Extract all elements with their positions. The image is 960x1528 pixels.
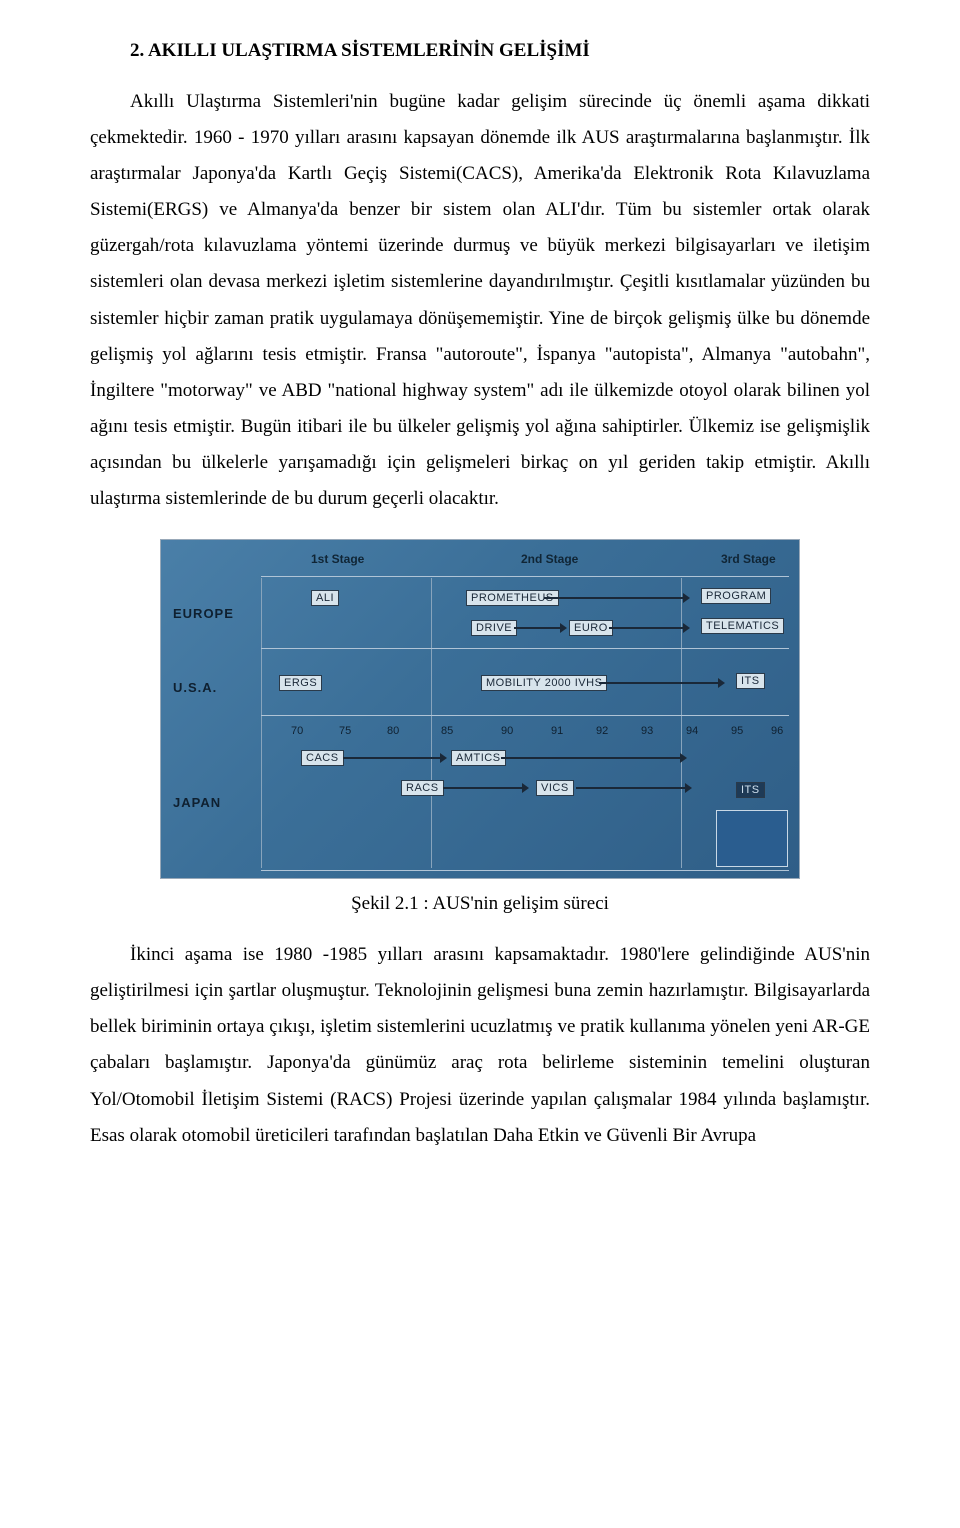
arrow-icon — [514, 627, 561, 629]
year-label: 90 — [501, 725, 513, 737]
arrow-icon — [544, 597, 684, 599]
arrow-icon — [443, 787, 523, 789]
section-heading: 2. AKILLI ULAŞTIRMA SİSTEMLERİNİN GELİŞİ… — [90, 40, 870, 62]
year-label: 91 — [551, 725, 563, 737]
divider-line — [261, 870, 789, 871]
box-ergs: ERGS — [279, 675, 322, 691]
year-label: 70 — [291, 725, 303, 737]
box-program: PROGRAM — [701, 588, 771, 604]
divider-line — [681, 578, 682, 868]
arrow-icon — [576, 787, 686, 789]
figure-container: 1st Stage 2nd Stage 3rd Stage EUROPE ALI… — [90, 539, 870, 879]
box-its: ITS — [736, 673, 765, 689]
year-label: 95 — [731, 725, 743, 737]
arrow-icon — [599, 682, 719, 684]
stage1-header: 1st Stage — [311, 552, 364, 566]
stage3-header: 3rd Stage — [721, 552, 776, 566]
box-its2: ITS — [736, 782, 765, 798]
year-label: 85 — [441, 725, 453, 737]
paragraph-2: İkinci aşama ise 1980 -1985 yılları aras… — [90, 937, 870, 1154]
figure-caption: Şekil 2.1 : AUS'nin gelişim süreci — [90, 893, 870, 915]
year-label: 92 — [596, 725, 608, 737]
figure-timeline-diagram: 1st Stage 2nd Stage 3rd Stage EUROPE ALI… — [160, 539, 800, 879]
year-label: 80 — [387, 725, 399, 737]
year-label: 93 — [641, 725, 653, 737]
year-label: 75 — [339, 725, 351, 737]
row-label-japan: JAPAN — [173, 795, 221, 810]
box-cacs: CACS — [301, 750, 344, 766]
row-label-europe: EUROPE — [173, 606, 234, 621]
row-label-usa: U.S.A. — [173, 680, 217, 695]
divider-line — [261, 715, 789, 716]
year-label: 94 — [686, 725, 698, 737]
paragraph-1: Akıllı Ulaştırma Sistemleri'nin bugüne k… — [90, 84, 870, 517]
divider-line — [261, 576, 789, 577]
box-vics: VICS — [536, 780, 574, 796]
box-telematics: TELEMATICS — [701, 618, 784, 634]
arrow-icon — [501, 757, 681, 759]
divider-line — [261, 648, 789, 649]
box-ali: ALI — [311, 590, 339, 606]
box-mobility: MOBILITY 2000 IVHS — [481, 675, 607, 691]
highlight-block — [716, 810, 788, 867]
stage2-header: 2nd Stage — [521, 552, 578, 566]
divider-line — [261, 578, 262, 868]
box-euro: EURO — [569, 620, 613, 636]
box-amtics: AMTICS — [451, 750, 506, 766]
divider-line — [431, 578, 432, 868]
arrow-icon — [609, 627, 684, 629]
box-drive: DRIVE — [471, 620, 517, 636]
box-racs: RACS — [401, 780, 444, 796]
year-label: 96 — [771, 725, 783, 737]
arrow-icon — [343, 757, 441, 759]
